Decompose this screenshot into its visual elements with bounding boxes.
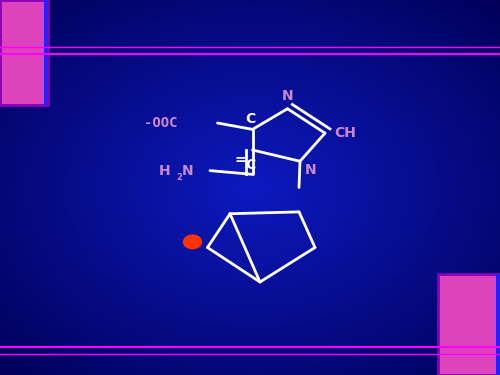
Text: N: N: [182, 164, 193, 178]
FancyBboxPatch shape: [0, 0, 48, 105]
Text: N: N: [282, 89, 294, 103]
Text: N: N: [305, 163, 316, 177]
Text: C: C: [245, 158, 255, 172]
Text: =: =: [234, 153, 246, 167]
Text: -OOC: -OOC: [144, 116, 178, 130]
Text: 2: 2: [176, 173, 182, 182]
FancyBboxPatch shape: [496, 274, 500, 375]
Circle shape: [184, 235, 202, 249]
Text: CH: CH: [334, 126, 356, 140]
FancyBboxPatch shape: [438, 274, 500, 375]
Text: H: H: [158, 164, 170, 178]
FancyBboxPatch shape: [44, 0, 48, 105]
Text: C: C: [245, 112, 255, 126]
